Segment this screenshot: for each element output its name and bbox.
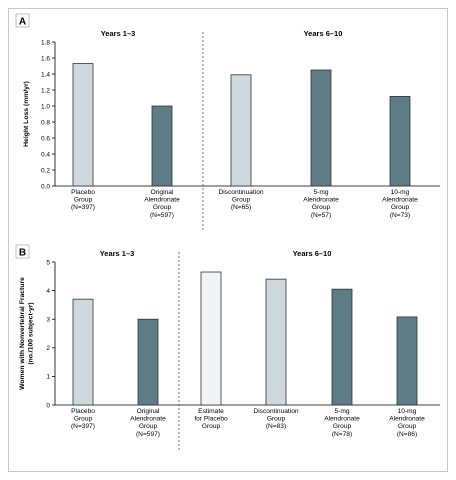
panel-b-letter-box <box>15 244 30 259</box>
category-label-line: Alendronate <box>303 197 339 204</box>
bar-b-1 <box>72 298 94 406</box>
category-label: Discontinuation Group (N=83) <box>253 408 298 430</box>
category-label-line: (N=73) <box>390 212 410 219</box>
y-tick-label: 4 <box>46 288 50 295</box>
category-label: Discontinuation Group (N=65) <box>218 189 263 211</box>
panel-b-letter: B <box>19 248 26 259</box>
category-label-line: Group <box>398 423 417 430</box>
bar-a-3 <box>230 74 252 187</box>
category-label-line: Group <box>333 423 352 430</box>
period-label: Years 6–10 <box>293 249 332 258</box>
category-label-line: Placebo <box>71 189 95 196</box>
category-label: 5-mg Alendronate Group (N=57) <box>303 189 339 219</box>
category-label-line: Group <box>74 197 93 204</box>
category-label-line: 10-mg <box>391 189 410 196</box>
category-label-line: Group <box>74 416 93 423</box>
y-tick-label: 0.6 <box>41 135 50 142</box>
category-label-line: Discontinuation <box>218 189 263 196</box>
category-label-line: Original <box>137 408 160 415</box>
y-axis-label-line: Women with Nonvertebral Fracture <box>19 277 26 390</box>
y-axis-label: Height Loss (mm/yr) <box>23 81 30 147</box>
panel-a-letter-box <box>15 13 30 28</box>
bar-b-6 <box>396 316 418 406</box>
category-label: 10-mg Alendronate Group (N=86) <box>389 408 425 438</box>
category-label-line: 10-mg <box>398 408 417 415</box>
category-label: Placebo Group (N=397) <box>71 189 95 211</box>
category-label-line: Alendronate <box>144 197 180 204</box>
bar-b-3 <box>200 271 222 406</box>
category-label-line: Group <box>267 416 286 423</box>
y-tick-label: 5 <box>46 259 50 266</box>
category-label-line: Group <box>202 423 221 430</box>
category-label-line: (N=83) <box>266 423 286 430</box>
category-label-line: Group <box>153 204 172 211</box>
category-label-line: Alendronate <box>130 416 166 423</box>
category-label-line: 5-mg <box>334 408 349 415</box>
category-label-line: (N=57) <box>311 212 331 219</box>
y-tick-label: 0 <box>46 402 50 409</box>
category-label-line: Alendronate <box>389 416 425 423</box>
category-label-line: Original <box>151 189 174 196</box>
bar-b-4 <box>265 278 287 406</box>
category-label-line: Estimate <box>198 408 224 415</box>
y-tick-label: 1.8 <box>41 39 50 46</box>
category-label: Estimate for Placebo Group <box>194 408 228 430</box>
category-label-line: Group <box>312 204 331 211</box>
bar-a-1 <box>72 63 94 187</box>
y-tick-label: 1.2 <box>41 87 50 94</box>
y-tick-label: 0.2 <box>41 167 50 174</box>
panel-b: B 0 1 2 3 4 5 Women with Nonvertebral Fracture… <box>15 244 440 450</box>
category-label-line: Group <box>139 423 158 430</box>
panel-a: A 0.0 0.2 0.4 0.6 0.8 1.0 1.2 1.4 1.6 1.8 Height L… <box>15 13 440 231</box>
y-tick-label: 1.6 <box>41 55 50 62</box>
category-label: Placebo Group (N=397) <box>71 408 95 430</box>
category-label-line: for Placebo <box>194 416 228 423</box>
y-tick-label: 3 <box>46 317 50 324</box>
y-tick-label: 1.4 <box>41 71 50 78</box>
bar-a-4 <box>310 69 332 187</box>
period-label: Years 1–3 <box>101 29 136 38</box>
bar-a-2 <box>151 105 173 187</box>
bar-a-5 <box>389 96 411 187</box>
category-label-line: Discontinuation <box>253 408 298 415</box>
category-label: 5-mg Alendronate Group (N=78) <box>324 408 360 438</box>
bar-b-5 <box>331 288 353 406</box>
category-label: Original Alendronate Group (N=597) <box>144 189 180 219</box>
y-tick-label: 1 <box>46 374 50 381</box>
category-label-line: (N=397) <box>71 204 95 211</box>
period-label: Years 1–3 <box>100 249 135 258</box>
y-tick-label: 2 <box>46 345 50 352</box>
y-tick-label: 0.0 <box>41 183 50 190</box>
category-label-line: Alendronate <box>324 416 360 423</box>
y-axis-label: Women with Nonvertebral Fracture (no./100… <box>19 277 35 390</box>
period-label: Years 6–10 <box>304 29 343 38</box>
category-label-line: Placebo <box>71 408 95 415</box>
y-tick-label: 1.0 <box>41 103 50 110</box>
category-label-line: (N=597) <box>136 431 160 438</box>
category-label-line: Group <box>232 197 251 204</box>
figure-frame <box>8 8 448 472</box>
y-tick-label: 0.4 <box>41 151 50 158</box>
category-label-line: Group <box>391 204 410 211</box>
category-label-line: 5-mg <box>313 189 328 196</box>
category-label-line: (N=78) <box>332 431 352 438</box>
category-label-line: (N=397) <box>71 423 95 430</box>
category-label: 10-mg Alendronate Group (N=73) <box>382 189 418 219</box>
category-label-line: (N=86) <box>397 431 417 438</box>
category-label-line: (N=597) <box>150 212 174 219</box>
category-label: Original Alendronate Group (N=597) <box>130 408 166 438</box>
category-label-line: Alendronate <box>382 197 418 204</box>
y-axis-label-line: (no./100 subject-yr) <box>28 302 35 364</box>
bar-b-2 <box>137 318 159 406</box>
category-label-line: (N=65) <box>231 204 251 211</box>
panel-a-letter: A <box>19 17 26 28</box>
y-tick-label: 0.8 <box>41 119 50 126</box>
